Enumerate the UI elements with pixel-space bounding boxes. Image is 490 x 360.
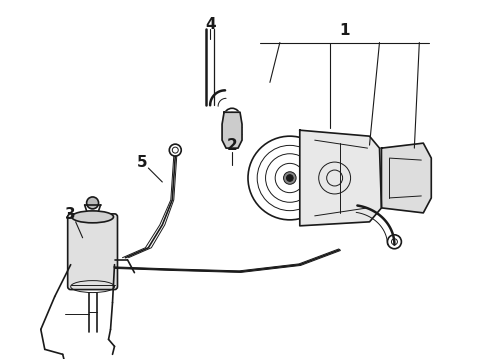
Circle shape <box>284 172 296 184</box>
Text: 2: 2 <box>227 138 238 153</box>
Polygon shape <box>222 112 242 148</box>
Circle shape <box>287 175 293 181</box>
Ellipse shape <box>72 211 114 223</box>
Text: 4: 4 <box>205 17 216 32</box>
Polygon shape <box>300 130 382 226</box>
Text: 5: 5 <box>137 154 147 170</box>
Text: 3: 3 <box>65 207 76 222</box>
Circle shape <box>87 197 98 209</box>
Polygon shape <box>382 143 431 213</box>
Text: 1: 1 <box>340 23 350 38</box>
FancyBboxPatch shape <box>68 214 118 289</box>
